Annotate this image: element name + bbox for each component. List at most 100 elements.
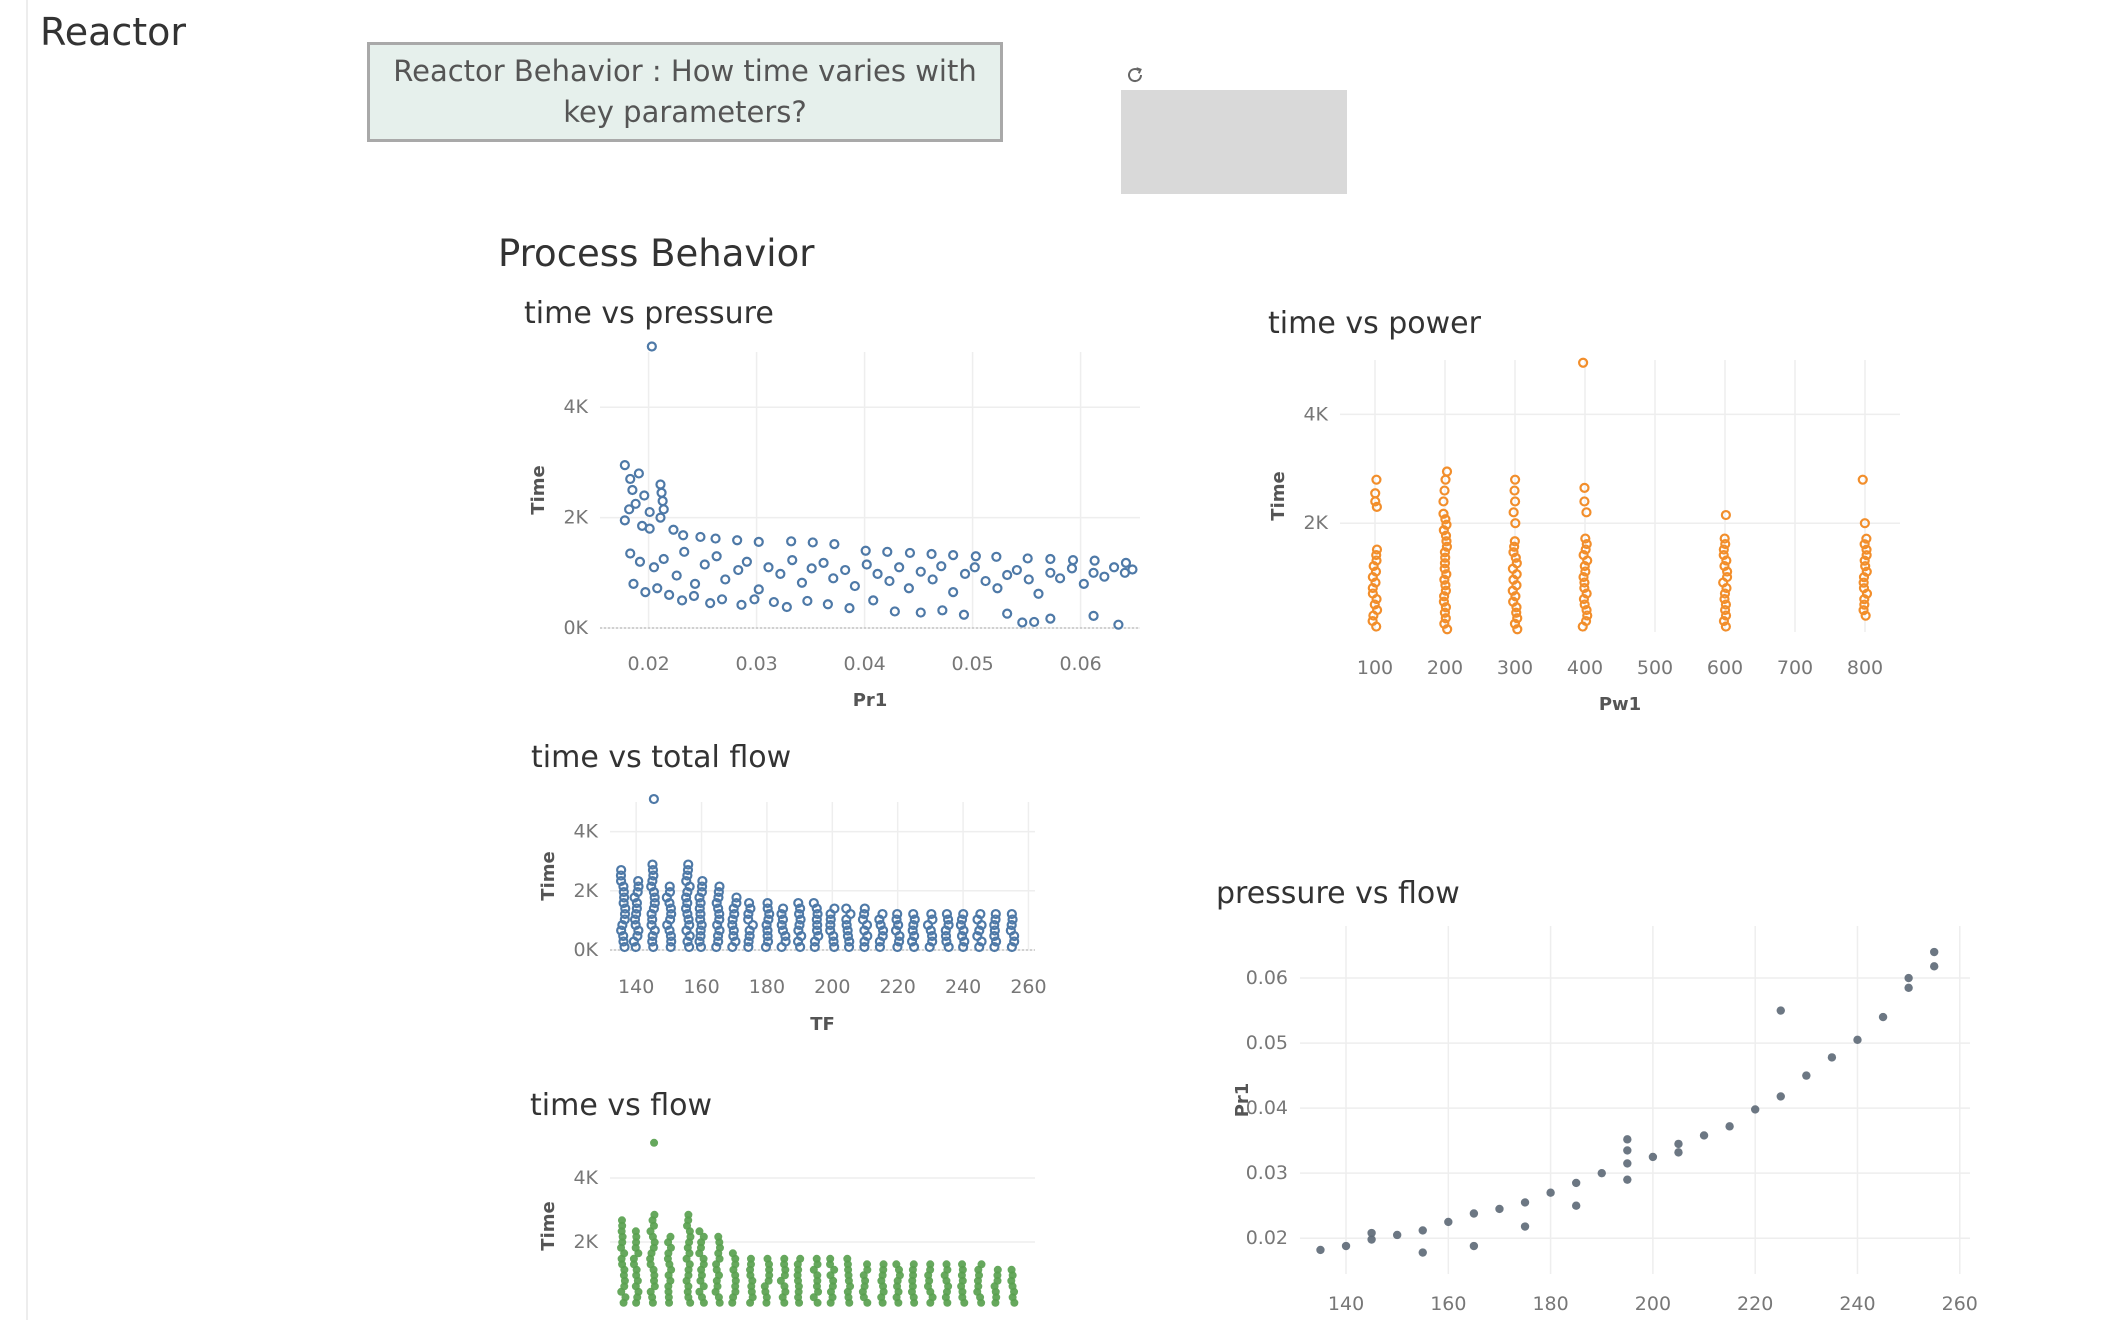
data-point bbox=[618, 886, 629, 898]
refresh-icon[interactable] bbox=[1124, 64, 1146, 86]
data-point bbox=[1546, 1188, 1555, 1197]
data-point bbox=[796, 577, 808, 588]
data-point bbox=[1623, 1159, 1632, 1168]
data-point bbox=[630, 919, 641, 931]
data-point bbox=[656, 487, 667, 498]
data-point bbox=[1520, 1198, 1530, 1207]
data-point bbox=[859, 941, 870, 953]
data-point bbox=[624, 504, 635, 515]
data-point bbox=[1511, 558, 1522, 569]
data-point bbox=[882, 546, 893, 557]
data-point bbox=[1370, 488, 1381, 499]
data-points bbox=[1316, 947, 1939, 1257]
data-point bbox=[619, 460, 630, 471]
data-point bbox=[915, 607, 926, 618]
data-point bbox=[1719, 588, 1731, 599]
data-point bbox=[1045, 613, 1056, 624]
data-point bbox=[1580, 533, 1591, 544]
data-point bbox=[648, 562, 660, 573]
data-point bbox=[1371, 604, 1383, 616]
data-point bbox=[615, 875, 627, 887]
data-point bbox=[975, 908, 986, 920]
x-axis-label: Pr1 bbox=[853, 690, 888, 711]
x-tick-label: 220 bbox=[880, 976, 916, 998]
data-point bbox=[892, 941, 903, 953]
data-point bbox=[1438, 596, 1449, 607]
data-point bbox=[874, 941, 886, 953]
data-point bbox=[1017, 617, 1028, 628]
data-point bbox=[1439, 485, 1450, 496]
data-point bbox=[619, 515, 630, 526]
data-point bbox=[760, 941, 772, 953]
x-tick-label: 160 bbox=[1430, 1293, 1466, 1315]
data-point bbox=[958, 1260, 967, 1269]
data-point bbox=[1904, 983, 1913, 992]
data-point bbox=[909, 914, 920, 925]
data-point bbox=[629, 1254, 638, 1263]
data-point bbox=[644, 506, 655, 518]
data-point bbox=[1316, 1245, 1325, 1255]
data-point bbox=[630, 941, 641, 953]
data-point bbox=[877, 930, 888, 942]
x-tick-label: 140 bbox=[1328, 1293, 1364, 1315]
data-point bbox=[989, 919, 1000, 931]
data-point bbox=[1861, 550, 1872, 561]
chart-title-time-vs-power: time vs power bbox=[1268, 306, 1481, 341]
data-point bbox=[1099, 571, 1110, 582]
data-point bbox=[665, 914, 676, 925]
data-point bbox=[1861, 544, 1872, 555]
data-point bbox=[842, 925, 853, 936]
data-point bbox=[1511, 607, 1522, 618]
data-point bbox=[1509, 541, 1520, 552]
data-point bbox=[1578, 549, 1589, 561]
data-point bbox=[634, 556, 646, 567]
data-point bbox=[924, 941, 935, 953]
data-point bbox=[822, 599, 833, 610]
data-point bbox=[655, 512, 666, 523]
data-point bbox=[1579, 496, 1590, 507]
x-tick-label: 180 bbox=[1532, 1293, 1568, 1315]
image-placeholder bbox=[1121, 90, 1347, 194]
data-point bbox=[826, 1254, 835, 1263]
data-point bbox=[762, 897, 773, 909]
data-point bbox=[1371, 555, 1382, 566]
data-point bbox=[776, 919, 787, 931]
data-point bbox=[1580, 544, 1591, 555]
data-point bbox=[989, 941, 1000, 953]
data-point bbox=[713, 903, 724, 914]
data-point bbox=[1929, 962, 1939, 971]
data-point bbox=[1623, 1146, 1632, 1155]
y-tick-label: 0.05 bbox=[1246, 1032, 1288, 1054]
x-tick-label: 600 bbox=[1707, 657, 1743, 679]
data-point bbox=[890, 925, 902, 936]
data-point bbox=[811, 925, 823, 936]
data-point bbox=[780, 930, 791, 942]
data-point bbox=[959, 568, 971, 580]
data-point bbox=[969, 562, 980, 573]
data-point bbox=[647, 930, 658, 942]
data-point bbox=[840, 564, 851, 576]
data-point bbox=[629, 914, 641, 925]
data-point bbox=[1509, 536, 1520, 547]
data-point bbox=[680, 903, 692, 914]
gridlines bbox=[1300, 926, 1970, 1274]
data-point bbox=[972, 930, 983, 942]
data-point bbox=[1440, 552, 1451, 563]
data-point bbox=[943, 919, 954, 931]
x-tick-label: 160 bbox=[683, 976, 719, 998]
data-point bbox=[1929, 947, 1939, 957]
data-point bbox=[1439, 574, 1450, 585]
data-point bbox=[1510, 552, 1521, 563]
data-point bbox=[1581, 538, 1592, 550]
data-point bbox=[877, 908, 888, 920]
data-point bbox=[1512, 613, 1523, 624]
data-point bbox=[615, 870, 627, 881]
data-points bbox=[619, 341, 1138, 630]
data-point bbox=[727, 919, 738, 931]
data-point bbox=[666, 936, 677, 947]
y-tick-label: 0K bbox=[563, 617, 588, 639]
data-point bbox=[1579, 582, 1590, 594]
data-point bbox=[647, 875, 658, 887]
data-point bbox=[904, 547, 916, 559]
data-point bbox=[1438, 496, 1449, 507]
